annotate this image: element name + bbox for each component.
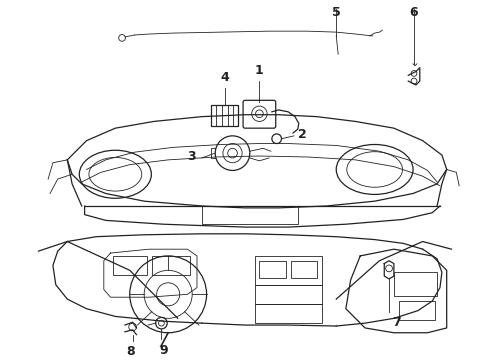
Bar [255,285,322,304]
Text: 7: 7 [392,316,401,329]
Text: 9: 9 [159,344,168,357]
Bar [259,261,286,278]
Bar [291,261,317,278]
Bar [113,256,147,275]
Bar [211,105,238,126]
Bar [152,256,190,275]
Text: 4: 4 [220,71,229,84]
Text: 5: 5 [332,6,341,19]
Text: 2: 2 [298,129,307,141]
Bar [255,304,322,323]
Text: 1: 1 [255,64,264,77]
Text: 6: 6 [410,6,418,19]
Bar [255,256,322,285]
Text: 3: 3 [187,149,196,162]
Bar [399,301,435,320]
Bar [394,272,437,296]
Text: 8: 8 [126,345,135,358]
